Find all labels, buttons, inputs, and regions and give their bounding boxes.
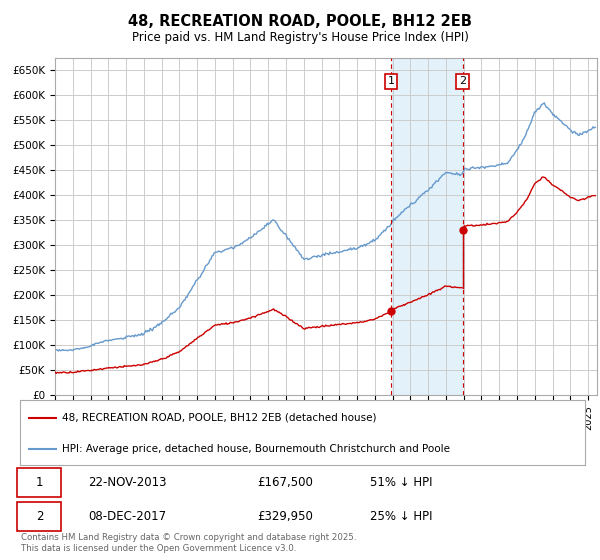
Text: 51% ↓ HPI: 51% ↓ HPI: [370, 476, 433, 489]
Text: 48, RECREATION ROAD, POOLE, BH12 2EB: 48, RECREATION ROAD, POOLE, BH12 2EB: [128, 14, 472, 29]
Text: 48, RECREATION ROAD, POOLE, BH12 2EB (detached house): 48, RECREATION ROAD, POOLE, BH12 2EB (de…: [62, 413, 377, 423]
Text: 1: 1: [36, 476, 44, 489]
Text: £167,500: £167,500: [257, 476, 313, 489]
Text: Contains HM Land Registry data © Crown copyright and database right 2025.
This d: Contains HM Land Registry data © Crown c…: [21, 533, 356, 553]
FancyBboxPatch shape: [17, 468, 61, 497]
Text: HPI: Average price, detached house, Bournemouth Christchurch and Poole: HPI: Average price, detached house, Bour…: [62, 444, 451, 454]
FancyBboxPatch shape: [17, 502, 61, 531]
Text: 2: 2: [36, 510, 44, 523]
Text: Price paid vs. HM Land Registry's House Price Index (HPI): Price paid vs. HM Land Registry's House …: [131, 31, 469, 44]
Text: 25% ↓ HPI: 25% ↓ HPI: [370, 510, 433, 523]
Text: 2: 2: [459, 77, 466, 86]
Text: 22-NOV-2013: 22-NOV-2013: [88, 476, 166, 489]
Text: 08-DEC-2017: 08-DEC-2017: [88, 510, 166, 523]
Text: 1: 1: [388, 77, 394, 86]
Text: £329,950: £329,950: [257, 510, 313, 523]
